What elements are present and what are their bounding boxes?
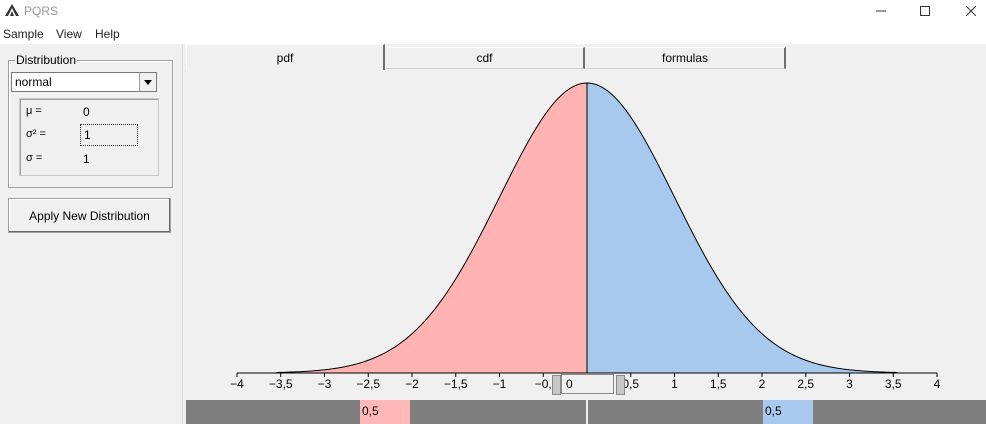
quantile-right-handle[interactable] bbox=[616, 375, 625, 395]
parameter-panel: μ = 0 σ² = σ = 1 bbox=[19, 98, 159, 176]
quantile-input[interactable]: 0 bbox=[561, 374, 614, 394]
tab-formulas[interactable]: formulas bbox=[586, 47, 786, 69]
menu-help[interactable]: Help bbox=[95, 27, 120, 41]
maximize-icon bbox=[920, 6, 930, 16]
chevron-down-icon bbox=[144, 79, 152, 85]
param-row-variance: σ² = bbox=[26, 124, 156, 146]
minimize-icon bbox=[876, 10, 886, 12]
x-tick-label: 3,5 bbox=[885, 377, 902, 391]
right-probability[interactable]: 0,5 bbox=[763, 400, 813, 424]
tab-pdf[interactable]: pdf bbox=[186, 44, 385, 70]
x-tick-label: 4 bbox=[934, 377, 941, 391]
x-tick-label: 2 bbox=[759, 377, 766, 391]
param-value-sigma: 1 bbox=[83, 152, 90, 166]
x-tick-label: −2,5 bbox=[356, 377, 380, 391]
minimize-button[interactable] bbox=[858, 0, 904, 22]
x-tick-label: −3,5 bbox=[269, 377, 293, 391]
x-tick-label: 1 bbox=[671, 377, 678, 391]
left-panel: Distribution normal μ = 0 σ² = σ = 1 App… bbox=[0, 44, 183, 424]
close-button[interactable] bbox=[948, 0, 986, 22]
app-icon bbox=[5, 4, 19, 16]
distribution-select-value: normal bbox=[15, 75, 52, 89]
param-value-mu: 0 bbox=[83, 105, 90, 119]
x-tick-label: 2,5 bbox=[797, 377, 814, 391]
x-tick-label: 3 bbox=[846, 377, 853, 391]
x-tick-label: −1,5 bbox=[444, 377, 468, 391]
x-tick-label: 1,5 bbox=[710, 377, 727, 391]
x-tick-label: −1 bbox=[493, 377, 507, 391]
param-label-sigma: σ = bbox=[26, 152, 43, 164]
x-tick-label: −4 bbox=[230, 377, 244, 391]
x-tick-label: 0,5 bbox=[622, 377, 639, 391]
quantile-left-handle[interactable] bbox=[552, 375, 561, 395]
x-tick-label: −2 bbox=[405, 377, 419, 391]
param-label-variance: σ² = bbox=[26, 128, 46, 140]
left-probability[interactable]: 0,5 bbox=[360, 400, 410, 424]
maximize-button[interactable] bbox=[902, 0, 948, 22]
close-icon bbox=[966, 6, 976, 16]
menu-bar: Sample View Help bbox=[0, 22, 986, 44]
x-tick-label: −3 bbox=[318, 377, 332, 391]
title-bar: PQRS bbox=[0, 0, 986, 22]
variance-input[interactable] bbox=[80, 124, 138, 146]
probability-divider bbox=[586, 400, 588, 424]
param-row-mu: μ = 0 bbox=[26, 103, 156, 121]
menu-view[interactable]: View bbox=[56, 27, 82, 41]
menu-sample[interactable]: Sample bbox=[3, 27, 44, 41]
param-label-mu: μ = bbox=[26, 105, 42, 117]
apply-new-distribution-button[interactable]: Apply New Distribution bbox=[8, 198, 171, 233]
dropdown-button[interactable] bbox=[139, 73, 156, 91]
left-tail-area bbox=[276, 83, 587, 373]
distribution-group: Distribution bbox=[8, 53, 173, 188]
distribution-select[interactable]: normal bbox=[11, 72, 157, 92]
tab-cdf[interactable]: cdf bbox=[386, 47, 585, 69]
right-tail-area bbox=[587, 83, 898, 373]
x-tick-label: −0, bbox=[535, 377, 552, 391]
distribution-group-label: Distribution bbox=[15, 53, 78, 67]
window-title: PQRS bbox=[24, 4, 59, 18]
param-row-sigma: σ = 1 bbox=[26, 150, 156, 168]
